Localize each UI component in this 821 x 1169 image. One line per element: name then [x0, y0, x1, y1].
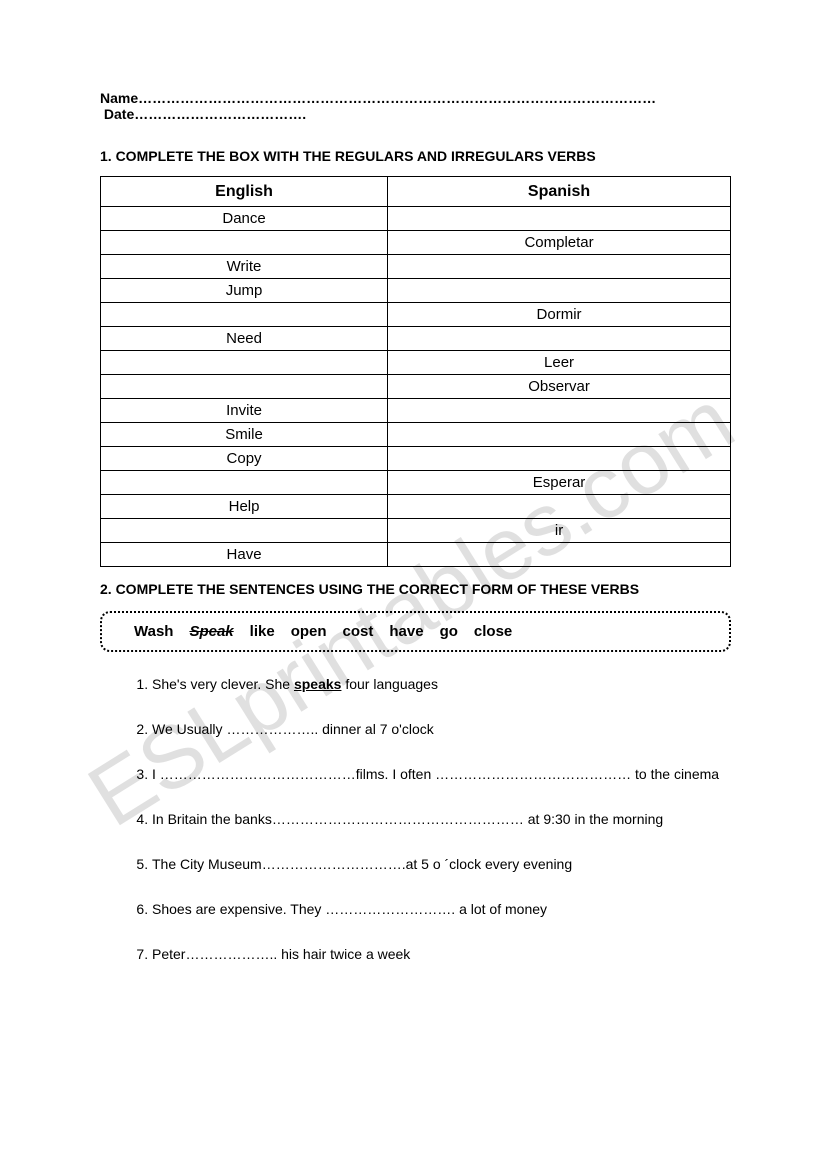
table-row: Have — [101, 543, 731, 567]
cell-spanish — [388, 495, 731, 519]
cell-spanish — [388, 543, 731, 567]
cell-spanish: Leer — [388, 351, 731, 375]
table-row: Observar — [101, 375, 731, 399]
cell-spanish: ir — [388, 519, 731, 543]
word-bank-box: Wash Speak like open cost havegoclose — [100, 611, 731, 652]
table-row: ir — [101, 519, 731, 543]
table-row: Copy — [101, 447, 731, 471]
cell-spanish — [388, 255, 731, 279]
text: dinner al 7 o'clock — [318, 721, 434, 737]
blank: ……………….. — [185, 946, 277, 962]
word-bank-word: open — [291, 623, 327, 640]
cell-english: Smile — [101, 423, 388, 447]
date-label: Date — [104, 106, 134, 122]
cell-spanish: Dormir — [388, 303, 731, 327]
sentence-1: She's very clever. She speaks four langu… — [152, 674, 731, 695]
word-bank-word: have — [389, 623, 423, 640]
cell-spanish — [388, 399, 731, 423]
worksheet-page: Name………………………………………………………………………………………………… — [0, 0, 821, 965]
table-row: Jump — [101, 279, 731, 303]
word-bank-word: cost — [343, 623, 374, 640]
text: Shoes are expensive. They — [152, 901, 325, 917]
table-row: Write — [101, 255, 731, 279]
cell-spanish — [388, 207, 731, 231]
blank: …………………………………… — [435, 766, 631, 782]
blank: ………………………. — [325, 901, 455, 917]
text: The City Museum — [152, 856, 262, 872]
cell-spanish: Completar — [388, 231, 731, 255]
text: films. I often — [356, 766, 435, 782]
text: his hair twice a week — [277, 946, 410, 962]
text: In Britain the banks — [152, 811, 272, 827]
word-bank-word: Wash — [134, 623, 173, 640]
sentence-3: I ……………………………………films. I often ………………………… — [152, 764, 731, 785]
table-row: Invite — [101, 399, 731, 423]
cell-english: Help — [101, 495, 388, 519]
cell-english: Invite — [101, 399, 388, 423]
table-row: Help — [101, 495, 731, 519]
section2-title: 2. COMPLETE THE SENTENCES USING THE CORR… — [100, 581, 731, 597]
sentence-2: We Usually ……………….. dinner al 7 o'clock — [152, 719, 731, 740]
cell-english — [101, 303, 388, 327]
blank: ……………….. — [226, 721, 318, 737]
blank: …………………………………… — [160, 766, 356, 782]
text: at 5 o ´clock every evening — [406, 856, 573, 872]
word-bank-word: close — [474, 623, 512, 640]
cell-spanish — [388, 327, 731, 351]
table-row: Smile — [101, 423, 731, 447]
sentence-list: She's very clever. She speaks four langu… — [100, 674, 731, 965]
cell-english: Jump — [101, 279, 388, 303]
cell-english: Dance — [101, 207, 388, 231]
header-line: Name………………………………………………………………………………………………… — [100, 90, 731, 122]
table-row: Leer — [101, 351, 731, 375]
date-blank: ………………………………. — [134, 106, 306, 122]
answer: speaks — [294, 676, 341, 692]
word-bank-word: like — [250, 623, 275, 640]
cell-english — [101, 231, 388, 255]
word-bank-word: go — [440, 623, 458, 640]
cell-spanish — [388, 279, 731, 303]
text: to the cinema — [631, 766, 719, 782]
cell-english — [101, 351, 388, 375]
text: I — [152, 766, 160, 782]
cell-english: Write — [101, 255, 388, 279]
cell-english: Need — [101, 327, 388, 351]
section1-title: 1. COMPLETE THE BOX WITH THE REGULARS AN… — [100, 148, 731, 164]
blank: …………………………. — [262, 856, 406, 872]
blank: ……………………………………………… — [272, 811, 524, 827]
text: four languages — [341, 676, 438, 692]
col-english: English — [101, 177, 388, 207]
cell-english: Have — [101, 543, 388, 567]
text: We Usually — [152, 721, 226, 737]
cell-english — [101, 375, 388, 399]
name-label: Name — [100, 90, 138, 106]
text: Peter — [152, 946, 185, 962]
name-blank: ………………………………………………………………………………………………… — [138, 90, 656, 106]
word-bank-word: Speak — [189, 623, 233, 640]
table-header-row: English Spanish — [101, 177, 731, 207]
table-row: Esperar — [101, 471, 731, 495]
cell-spanish: Observar — [388, 375, 731, 399]
verb-table: English Spanish DanceCompletarWriteJumpD… — [100, 176, 731, 567]
table-row: Completar — [101, 231, 731, 255]
cell-english: Copy — [101, 447, 388, 471]
table-row: Dormir — [101, 303, 731, 327]
cell-spanish: Esperar — [388, 471, 731, 495]
text: a lot of money — [455, 901, 547, 917]
cell-english — [101, 471, 388, 495]
sentence-6: Shoes are expensive. They ………………………. a l… — [152, 899, 731, 920]
sentence-4: In Britain the banks……………………………………………… a… — [152, 809, 731, 830]
col-spanish: Spanish — [388, 177, 731, 207]
cell-spanish — [388, 423, 731, 447]
sentence-5: The City Museum………………………….at 5 o ´clock … — [152, 854, 731, 875]
sentence-7: Peter……………….. his hair twice a week — [152, 944, 731, 965]
cell-spanish — [388, 447, 731, 471]
table-row: Need — [101, 327, 731, 351]
cell-english — [101, 519, 388, 543]
text: She's very clever. She — [152, 676, 294, 692]
table-row: Dance — [101, 207, 731, 231]
text: at 9:30 in the morning — [524, 811, 663, 827]
